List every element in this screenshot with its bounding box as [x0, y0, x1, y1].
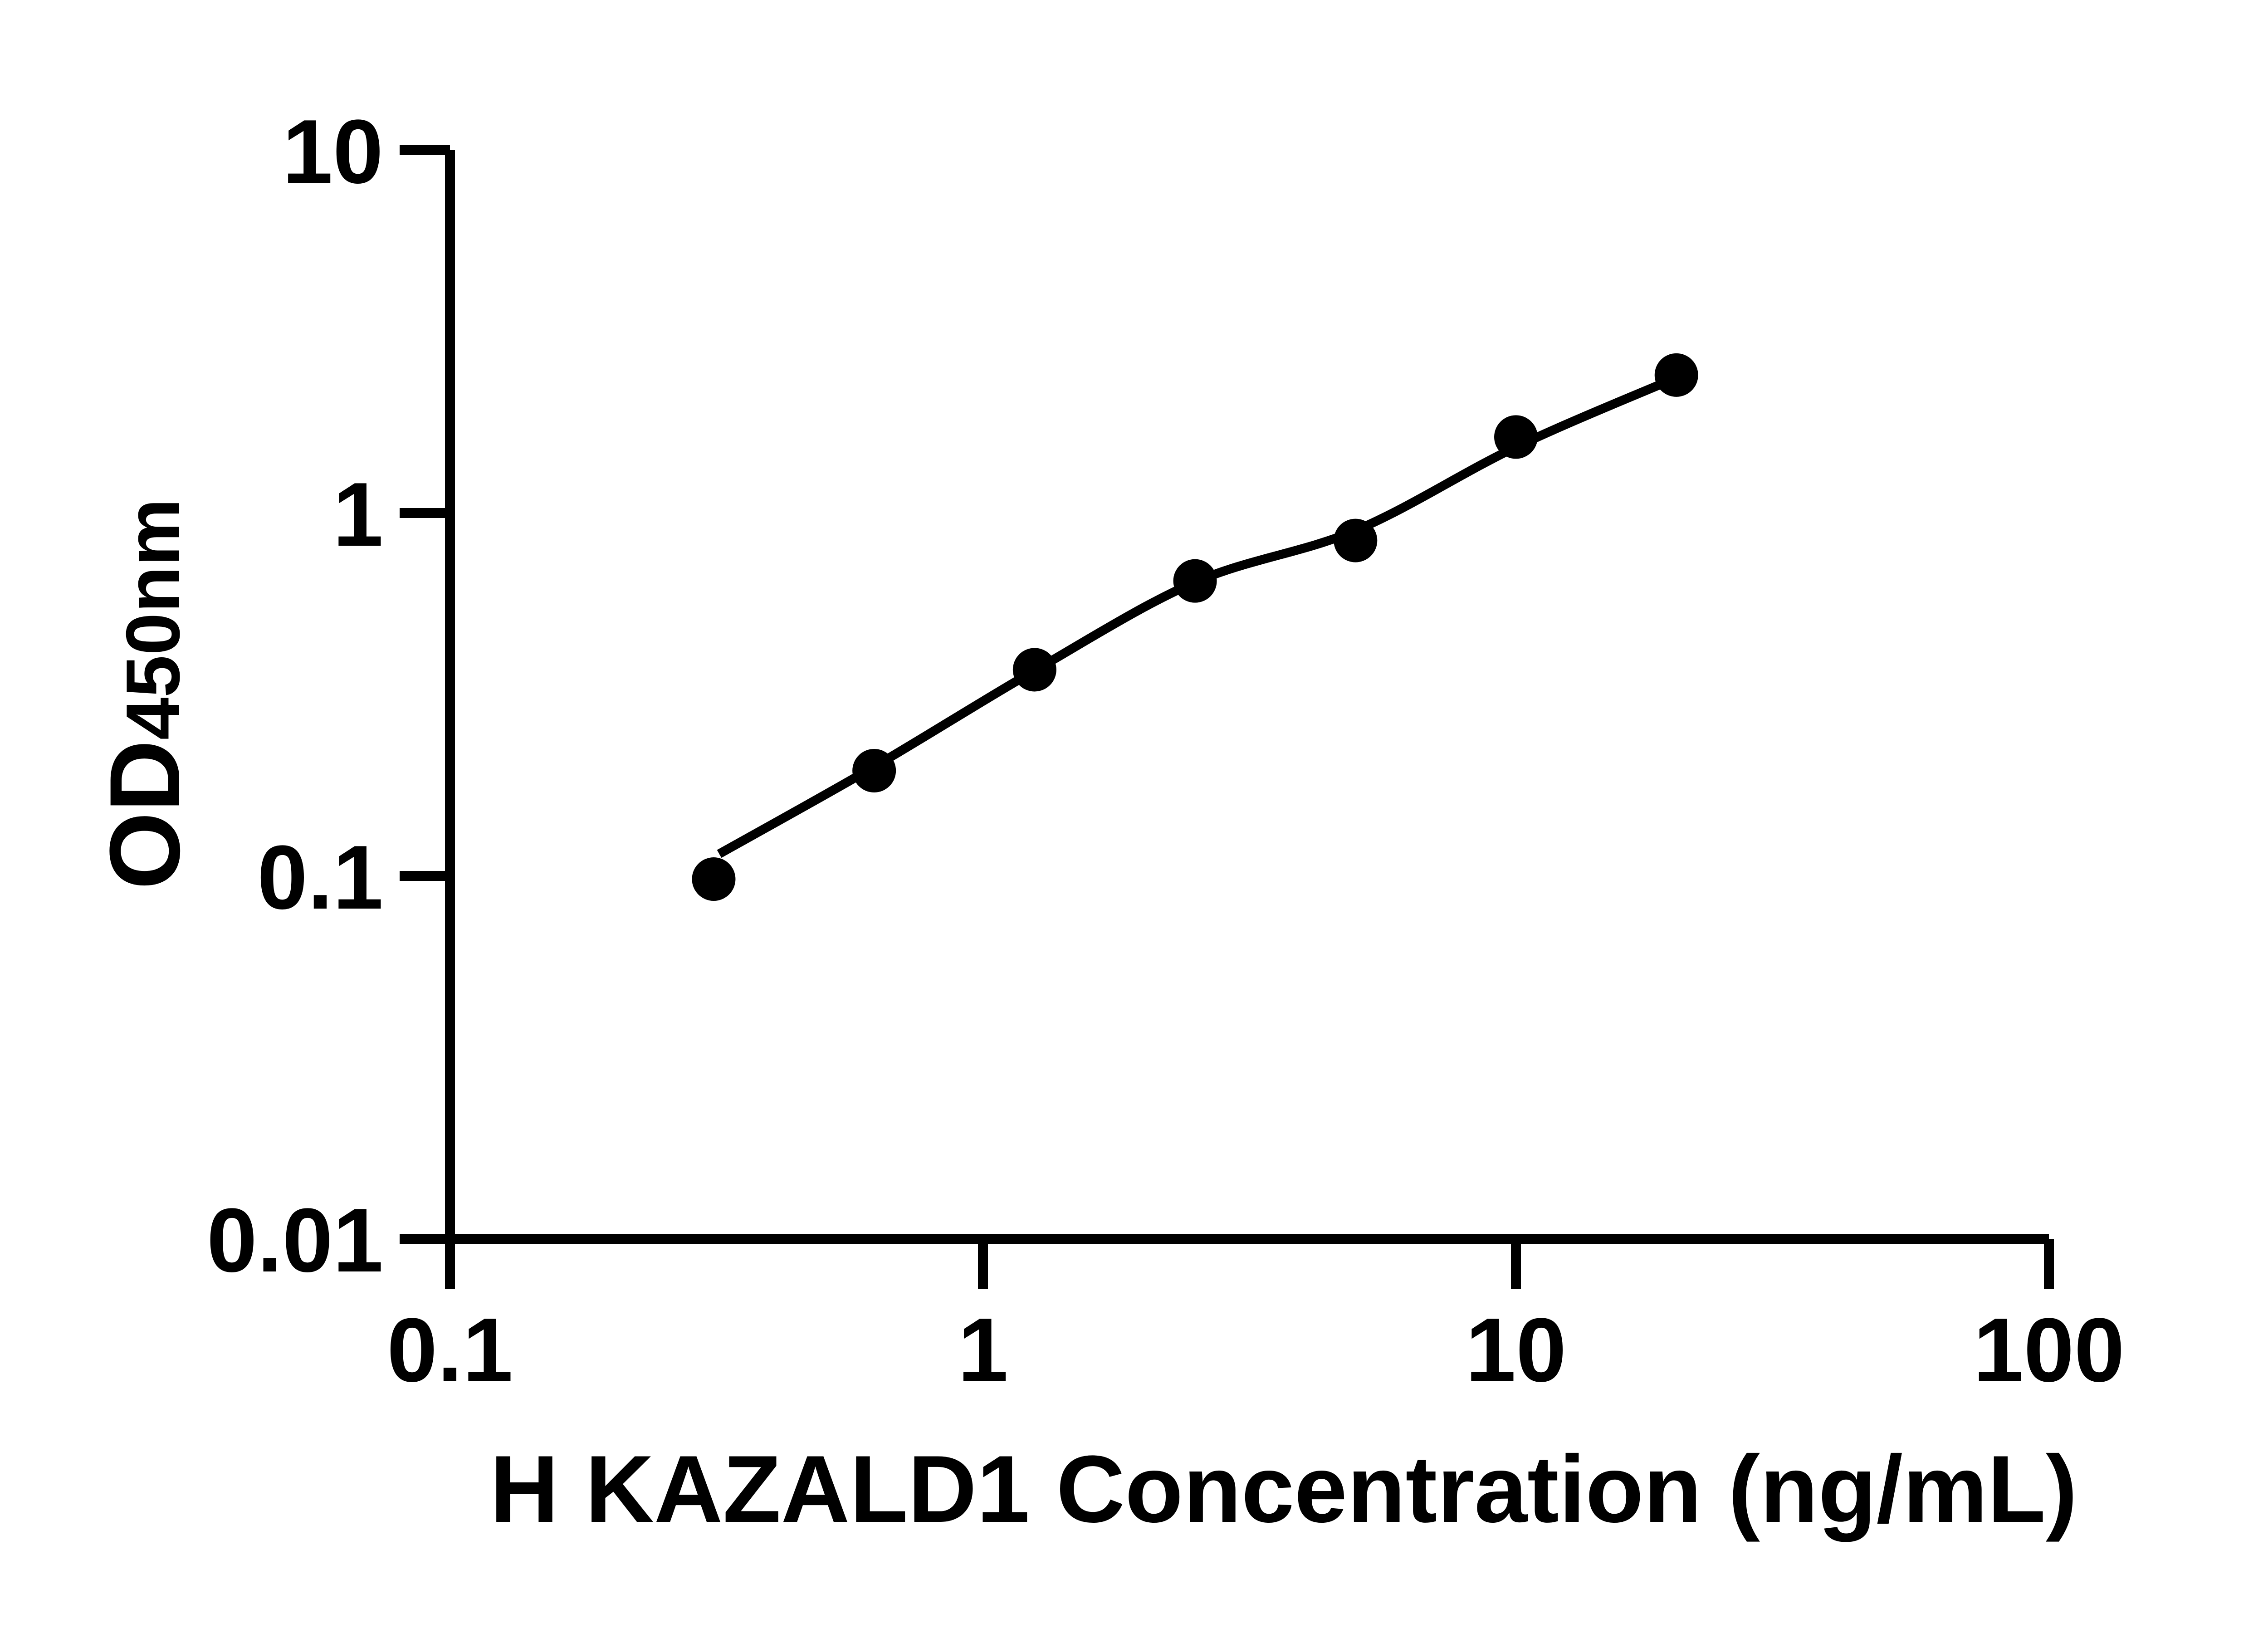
x-tick-label: 100	[1973, 1300, 2125, 1401]
x-tick-label: 1	[958, 1300, 1008, 1401]
data-point	[1654, 353, 1698, 397]
x-tick-label: 0.1	[387, 1300, 513, 1401]
y-axis-title-subscript: 450nm	[110, 499, 196, 740]
x-tick-label: 10	[1466, 1300, 1566, 1401]
axes-group	[400, 145, 2054, 1289]
y-tick-label: 0.01	[207, 1190, 383, 1291]
data-point	[1173, 559, 1217, 603]
points-group	[692, 353, 1698, 901]
y-tick-label: 0.1	[257, 827, 383, 928]
data-point	[1494, 415, 1538, 459]
y-axis-title: OD450nm	[89, 499, 200, 890]
x-axis-title: H KAZALD1 Concentration (ng/mL)	[490, 1436, 2077, 1542]
data-point	[852, 748, 896, 792]
y-tick-label: 10	[283, 101, 383, 202]
y-axis-title-main: OD	[89, 740, 200, 890]
data-point	[692, 857, 736, 901]
data-point	[1334, 518, 1378, 562]
y-tick-label: 1	[333, 464, 383, 565]
data-point	[1012, 648, 1056, 692]
